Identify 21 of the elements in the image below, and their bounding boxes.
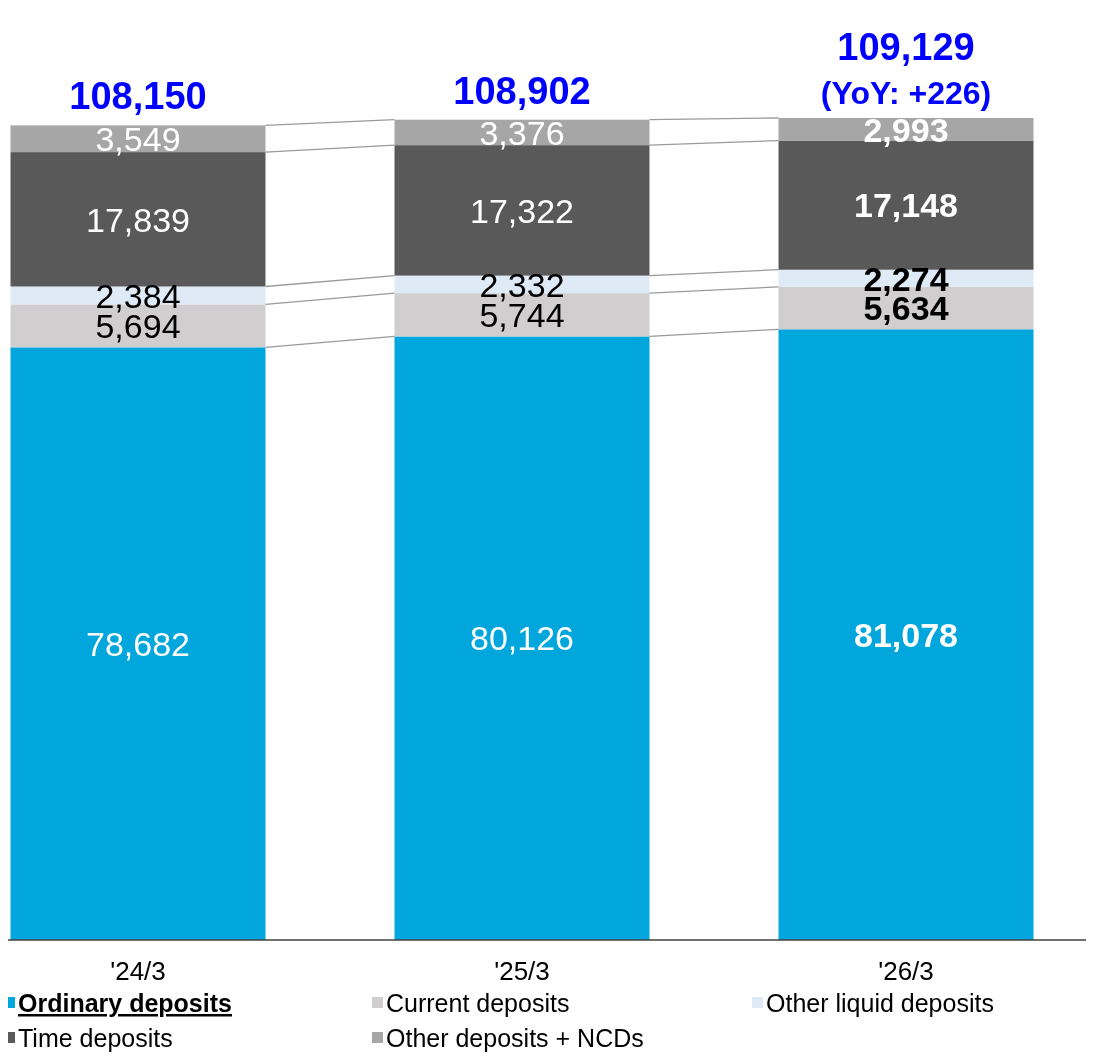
x-tick-label: '25/3 bbox=[494, 956, 550, 986]
annotation: (YoY: +226) bbox=[820, 74, 992, 111]
data-label: 81,078 bbox=[854, 615, 958, 654]
legend-label: Other deposits + NCDs bbox=[386, 1024, 644, 1052]
data-label: 3,376 bbox=[479, 113, 565, 152]
total-label: 109,129 bbox=[837, 26, 975, 68]
legend-label: Other liquid deposits bbox=[766, 989, 994, 1017]
x-tick-label: '26/3 bbox=[878, 956, 934, 986]
legend-label: Current deposits bbox=[386, 989, 570, 1017]
data-label: 2,993 bbox=[863, 110, 949, 149]
data-label: 17,322 bbox=[470, 191, 574, 230]
total-label: 108,902 bbox=[453, 69, 591, 112]
data-label: 3,549 bbox=[95, 119, 181, 158]
data-label: 80,126 bbox=[470, 619, 574, 658]
data-label: 17,148 bbox=[854, 186, 958, 225]
data-label: 17,839 bbox=[86, 200, 190, 239]
total-label: 108,150 bbox=[69, 75, 207, 118]
x-tick-label: '24/3 bbox=[110, 956, 166, 986]
legend-label: Time deposits bbox=[18, 1024, 173, 1052]
legend-label: Ordinary deposits bbox=[18, 989, 232, 1017]
data-label: 78,682 bbox=[86, 624, 190, 663]
